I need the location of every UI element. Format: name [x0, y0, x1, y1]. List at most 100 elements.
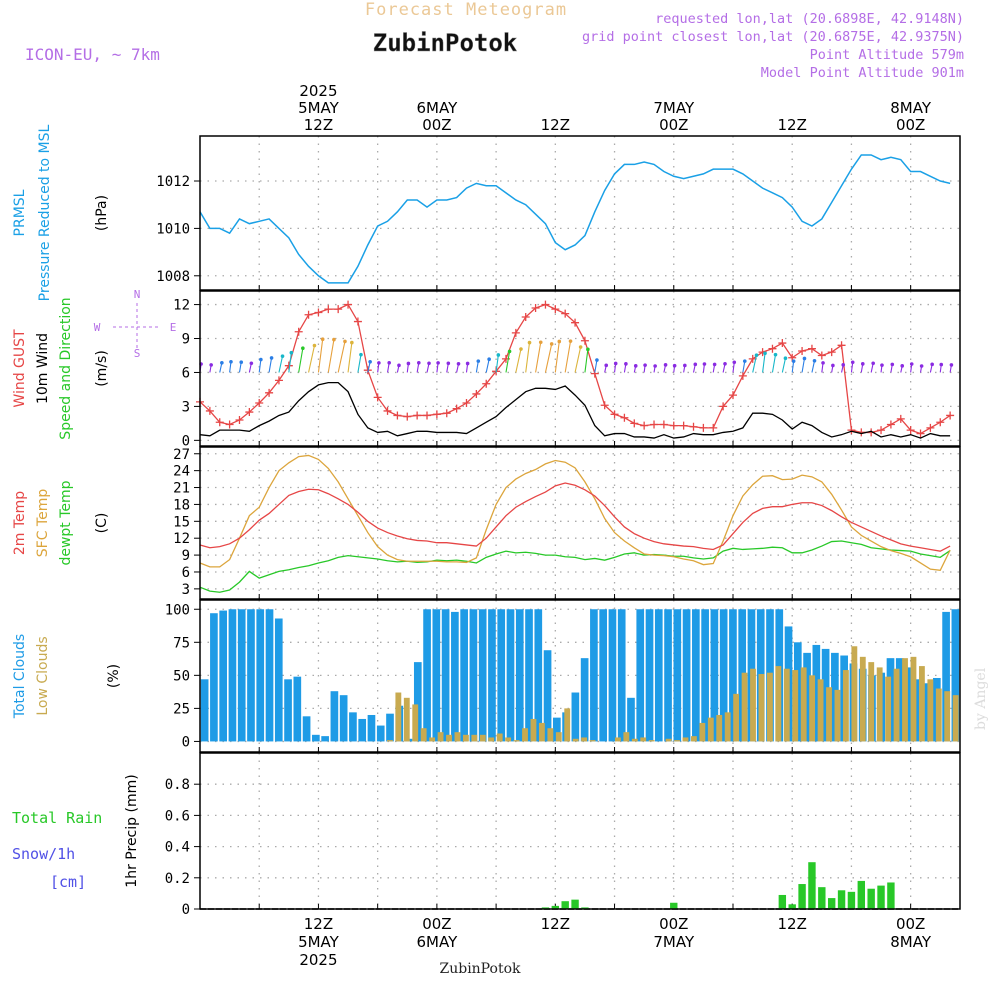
low-cloud-bar [581, 737, 588, 742]
y-tick-label: 9 [182, 548, 190, 564]
wind-arrow-head [343, 339, 347, 344]
gust-marker [541, 300, 550, 309]
total-cloud-bar [543, 650, 552, 742]
low-cloud-bar [826, 687, 832, 742]
bottom-time-label: 00Z [422, 915, 451, 933]
total-cloud-bar [645, 609, 654, 742]
wind-arrow [811, 360, 816, 373]
wind-arrow-head [890, 362, 895, 367]
total-cloud-bar [682, 609, 691, 742]
wind-arrow-head [578, 345, 583, 349]
wind-arrow-head [754, 353, 759, 357]
gust-marker [215, 418, 224, 427]
wind-arrow [544, 343, 553, 373]
total-cloud-bar [358, 718, 367, 742]
gust-marker [719, 402, 728, 411]
wind-arrow-head [880, 363, 884, 367]
gust-marker [817, 351, 826, 360]
compass-s: S [134, 347, 141, 360]
low-cloud-bar [876, 667, 883, 742]
wind-arrow [337, 341, 346, 373]
low-cloud-bar [792, 670, 799, 742]
low-cloud-bar [386, 740, 393, 742]
wind-arrow-head [763, 351, 767, 356]
wind-arrow-head [663, 363, 668, 367]
total-cloud-bar [339, 695, 348, 742]
gust-marker [728, 391, 737, 400]
gust-marker [472, 389, 481, 398]
y-tick-label: 18 [173, 497, 190, 513]
total-cloud-bar [692, 609, 700, 742]
wind-arrow-head [939, 362, 944, 367]
total-cloud-bar [349, 712, 357, 742]
gust-marker [659, 420, 668, 429]
requested-coords: requested lon,lat (20.6898E, 42.9148N) [655, 11, 964, 27]
y-tick-label: 3 [182, 582, 190, 598]
rain-bar [541, 907, 550, 909]
wind-arrow-head [949, 363, 954, 367]
tsfc-line [199, 454, 951, 571]
gust-marker [403, 412, 412, 421]
wind-arrow-head [568, 339, 573, 343]
total-cloud-bar [654, 609, 663, 742]
low-cloud-bar [758, 674, 765, 742]
low-cloud-bar [564, 708, 571, 742]
low-cloud-bar [420, 728, 427, 742]
wind-arrow [278, 356, 284, 373]
y-tick-label: 75 [173, 635, 190, 651]
wind-arrow-head [613, 361, 618, 366]
total-cloud-bar [376, 725, 385, 742]
total-cloud-bar [210, 613, 218, 742]
wind-arrow-head [427, 361, 431, 366]
gust-marker [531, 303, 540, 312]
total-cloud-bar [219, 610, 228, 742]
wind-arrow-head [624, 362, 628, 366]
total-cloud-bar [673, 609, 682, 742]
wind-arrow [574, 346, 582, 373]
gust-marker [580, 336, 589, 345]
total-cloud-bar [608, 609, 617, 742]
wind-arrow-head [742, 359, 747, 363]
wind-arrow [357, 354, 362, 373]
top-time-label: 00Z [422, 116, 451, 134]
total-cloud-bar [256, 609, 265, 742]
total-cloud-bar [469, 609, 478, 742]
wind-arrow-head [280, 354, 285, 358]
bottom-time-label: 7MAY [653, 933, 695, 951]
gust-marker [225, 420, 234, 429]
y-tick-label: 0 [182, 433, 190, 449]
wind-arrow-head [538, 340, 543, 345]
gust-marker [906, 426, 915, 435]
low-cloud-bar [935, 688, 942, 742]
wind-arrow-head [209, 363, 213, 367]
total-cloud-bar [627, 697, 635, 742]
bottom-time-label: 8MAY [890, 933, 932, 951]
y-axis-unit: (m/s) [94, 350, 110, 387]
low-cloud-bar [674, 740, 680, 742]
gust-marker [738, 371, 747, 380]
panel-frame [199, 752, 961, 910]
low-cloud-bar [800, 667, 807, 742]
y-axis-label: Total Clouds [12, 634, 28, 719]
total-cloud-bar [312, 734, 320, 742]
wind-arrow [505, 351, 511, 373]
low-cloud-bar [471, 734, 478, 742]
wind-arrow-head [496, 353, 501, 357]
y-tick-label: 3 [182, 399, 190, 415]
wind-arrow [288, 352, 292, 373]
low-cloud-bar [775, 666, 782, 742]
wind-arrow-head [653, 364, 657, 368]
y-axis-unit: (%) [106, 664, 122, 688]
wind-arrow [495, 354, 499, 373]
gust-marker [620, 413, 629, 422]
y-axis-label: Low Clouds [35, 636, 51, 715]
watermark: by Angel [973, 667, 989, 730]
total-cloud-bar [284, 679, 292, 742]
wind-arrow-head [269, 356, 274, 360]
y-axis-label: Speed and Direction [58, 297, 74, 439]
y-axis-label: PRMSL [12, 189, 28, 236]
gust-marker [600, 401, 609, 410]
